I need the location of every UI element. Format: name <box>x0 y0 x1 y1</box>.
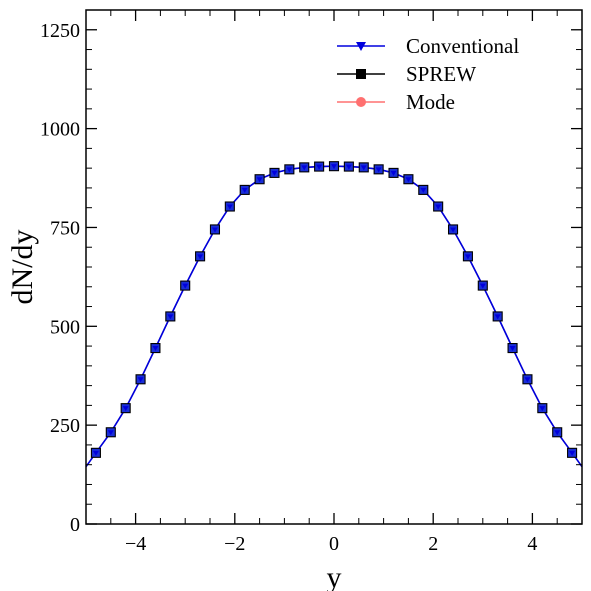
legend: Conventional SPREW Mode <box>337 34 519 114</box>
x-tick-label: 0 <box>329 533 339 555</box>
data-point-conventional <box>554 430 561 436</box>
data-point-conventional <box>122 406 129 412</box>
legend-item-conventional: Conventional <box>337 34 519 58</box>
legend-marker <box>356 42 366 51</box>
data-point-conventional <box>464 254 471 260</box>
x-tick-label: −4 <box>125 533 146 555</box>
data-point-conventional <box>197 254 204 260</box>
legend-label: Mode <box>406 90 455 114</box>
y-tick-label: 500 <box>50 316 80 338</box>
y-tick-label: 750 <box>50 217 80 239</box>
data-point-conventional <box>524 377 531 383</box>
legend-label: Conventional <box>406 34 519 58</box>
data-point-conventional <box>405 177 412 183</box>
data-point-conventional <box>331 164 337 170</box>
legend-marker <box>356 69 366 79</box>
data-point-conventional <box>435 204 442 210</box>
x-tick-label: 4 <box>527 533 537 555</box>
data-point-conventional <box>509 346 516 352</box>
tick-labels: −4 −2 0 2 4 0 250 500 750 1000 1250 <box>40 20 537 555</box>
legend-item-sprew: SPREW <box>337 62 476 86</box>
legend-marker <box>356 97 366 107</box>
axis-ticks <box>85 10 583 525</box>
data-point-conventional <box>420 187 427 193</box>
legend-label: SPREW <box>406 62 476 86</box>
data-point-conventional <box>345 164 352 170</box>
data-point-conventional <box>167 314 174 320</box>
data-point-conventional <box>256 177 263 183</box>
data-point-conventional <box>152 346 159 352</box>
y-tick-label: 250 <box>50 415 80 437</box>
data-point-conventional <box>286 167 293 173</box>
data-point-conventional <box>569 450 576 456</box>
x-tick-label: 2 <box>428 533 438 555</box>
data-point-conventional <box>316 164 323 170</box>
data-point-conventional <box>107 430 114 436</box>
data-point-conventional <box>450 227 457 233</box>
data-point-conventional <box>360 165 367 171</box>
x-axis-title: y <box>327 561 342 591</box>
data-point-conventional <box>92 450 99 456</box>
plot-frame <box>85 9 583 525</box>
legend-item-mode: Mode <box>337 90 455 114</box>
data-point-conventional <box>390 170 397 176</box>
data-point-conventional <box>241 187 248 193</box>
y-tick-label: 0 <box>70 514 80 536</box>
y-tick-label: 1250 <box>40 20 80 42</box>
data-point-conventional <box>301 165 308 171</box>
data-point-conventional <box>494 314 501 320</box>
data-point-conventional <box>479 283 486 289</box>
data-point-conventional <box>211 227 218 233</box>
data-point-conventional <box>182 283 189 289</box>
data-point-conventional <box>137 377 144 383</box>
plot-area <box>86 161 582 468</box>
y-axis-title: dN/dy <box>6 230 39 305</box>
data-point-conventional <box>375 167 382 173</box>
data-point-conventional <box>539 406 546 412</box>
y-tick-label: 1000 <box>40 119 80 141</box>
data-point-conventional <box>271 170 278 176</box>
x-tick-label: −2 <box>224 533 245 555</box>
data-point-conventional <box>226 204 233 210</box>
